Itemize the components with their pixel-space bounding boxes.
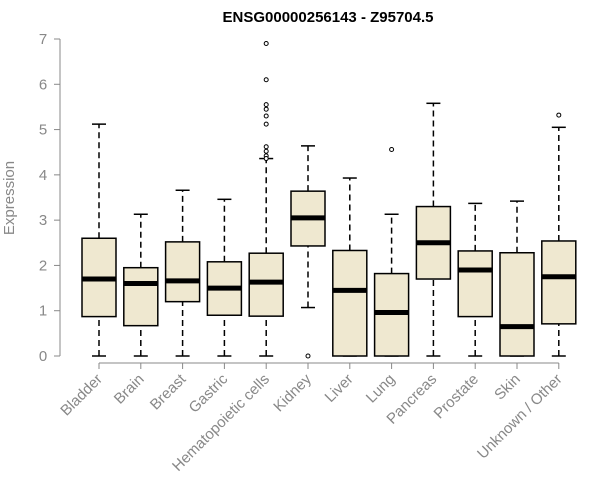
outlier-point bbox=[263, 121, 269, 127]
y-tick-label: 7 bbox=[39, 31, 47, 48]
x-tick-label: Breast bbox=[147, 370, 190, 413]
plot-area bbox=[81, 41, 577, 359]
outlier-point bbox=[305, 353, 311, 359]
box-skin bbox=[499, 200, 535, 357]
box-prostate bbox=[457, 202, 493, 357]
outlier-point bbox=[263, 106, 269, 112]
iqr-box bbox=[541, 240, 577, 325]
x-tick-label: Kidney bbox=[270, 370, 315, 415]
x-tick-label: Brain bbox=[111, 371, 148, 408]
box-kidney bbox=[290, 145, 326, 359]
box-bladder bbox=[81, 123, 117, 357]
x-tick-label: Lung bbox=[363, 371, 399, 407]
y-tick-label: 5 bbox=[39, 122, 47, 139]
box-liver bbox=[332, 177, 368, 357]
outlier-point bbox=[263, 77, 269, 83]
y-tick-label: 1 bbox=[39, 303, 47, 320]
iqr-box bbox=[123, 266, 159, 327]
box-hematopoietic-cells bbox=[248, 41, 284, 357]
y-tick-label: 3 bbox=[39, 212, 47, 229]
x-tick-label: Liver bbox=[322, 371, 357, 406]
outlier-point bbox=[389, 146, 395, 152]
box-brain bbox=[123, 213, 159, 357]
iqr-box bbox=[164, 241, 201, 303]
y-tick-label: 2 bbox=[39, 257, 47, 274]
box-lung bbox=[373, 146, 410, 357]
outlier-point bbox=[263, 102, 269, 108]
box-pancreas bbox=[415, 102, 452, 357]
y-tick-label: 0 bbox=[39, 348, 47, 365]
y-tick-label: 6 bbox=[39, 76, 47, 93]
y-axis: 0 1 2 3 4 5 6 7 bbox=[39, 31, 61, 365]
outlier-point bbox=[263, 156, 269, 162]
iqr-box bbox=[457, 250, 493, 318]
x-tick-label: Bladder bbox=[57, 371, 106, 420]
y-axis-label: Expression bbox=[1, 161, 18, 235]
iqr-box bbox=[499, 251, 535, 357]
chart-title: ENSG00000256143 - Z95704.5 bbox=[223, 9, 434, 26]
outlier-point bbox=[263, 41, 269, 47]
x-tick-label: Prostate bbox=[430, 371, 482, 423]
box-unknown-other bbox=[541, 112, 577, 357]
outlier-point bbox=[263, 148, 269, 154]
box-gastric bbox=[206, 198, 243, 357]
iqr-box bbox=[332, 249, 368, 357]
box-breast bbox=[164, 189, 201, 357]
y-tick-label: 4 bbox=[39, 167, 47, 184]
outlier-point bbox=[263, 113, 269, 119]
outlier-point bbox=[556, 112, 562, 118]
outlier-point bbox=[263, 144, 269, 150]
x-tick-label: Skin bbox=[491, 371, 524, 404]
